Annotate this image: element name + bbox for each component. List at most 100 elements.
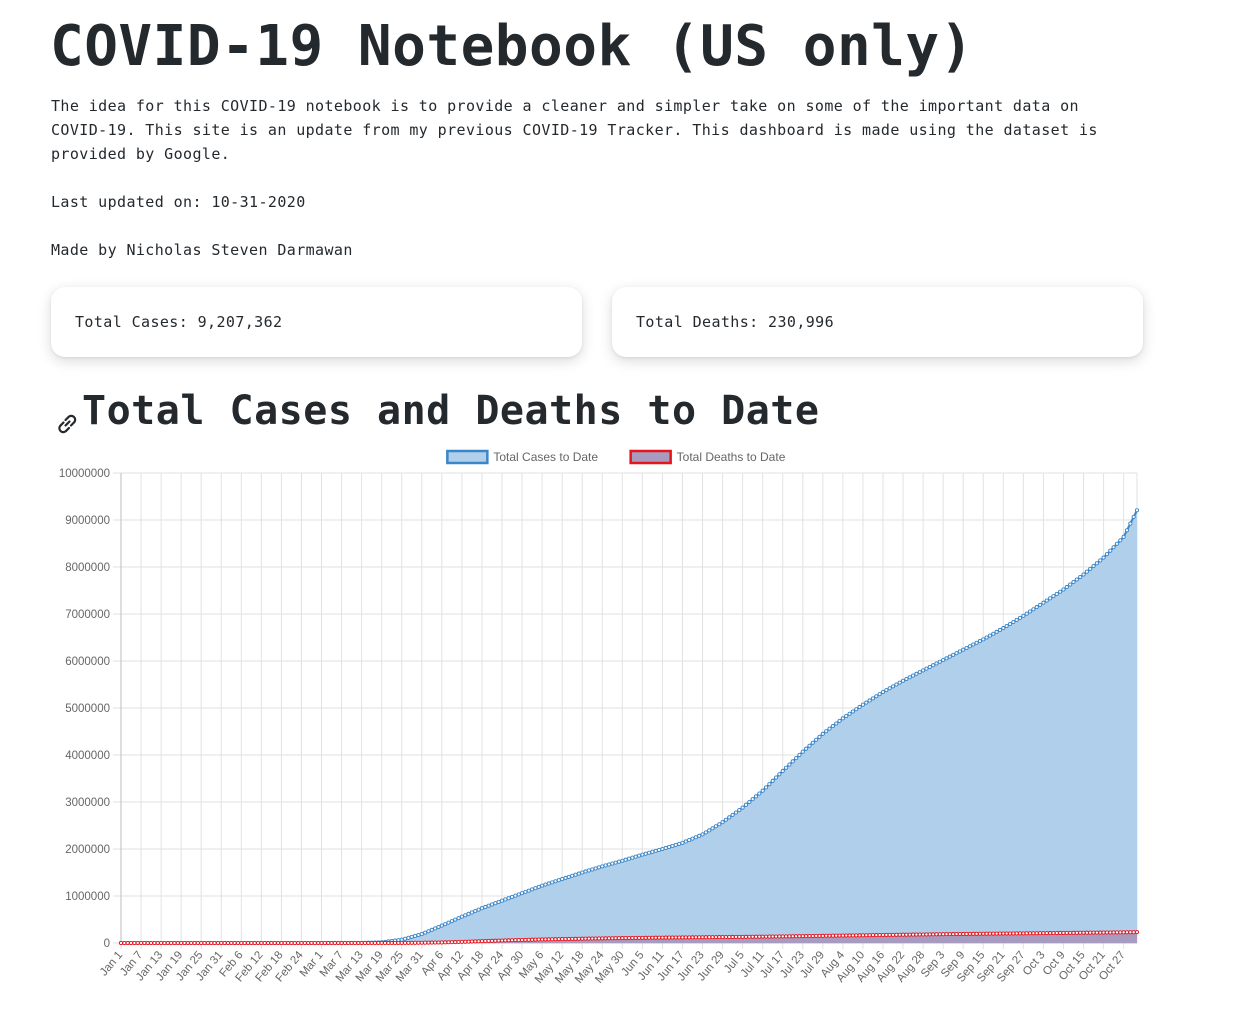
deaths-point <box>951 932 956 937</box>
chart-svg: 0 1000000 2000000 3000000 4000000 5000000 6000… <box>59 449 1140 986</box>
cases-point <box>489 902 495 907</box>
deaths-point <box>199 940 204 946</box>
deaths-point <box>997 931 1003 936</box>
deaths-point <box>687 935 692 940</box>
cases-point <box>867 698 872 703</box>
cases-point <box>647 850 652 855</box>
deaths-point <box>834 933 839 938</box>
deaths-point <box>1041 931 1046 936</box>
cases-point <box>626 856 632 861</box>
deaths-point <box>486 938 491 944</box>
cases-point <box>967 644 972 649</box>
deaths-point <box>977 931 982 936</box>
cases-point <box>683 839 688 844</box>
cases-point <box>1131 514 1136 519</box>
cases-point <box>1078 574 1083 580</box>
deaths-point <box>750 934 755 939</box>
cases-point <box>981 637 986 642</box>
cases-point <box>566 874 571 879</box>
cases-point <box>610 861 615 866</box>
page-title: COVID-19 Notebook (US only) <box>50 14 974 79</box>
deaths-point <box>820 933 825 938</box>
cases-point <box>770 778 775 783</box>
cases-point <box>623 857 628 862</box>
deaths-point <box>533 937 538 942</box>
deaths-point <box>921 932 926 937</box>
deaths-point <box>870 933 876 938</box>
deaths-point <box>439 940 444 945</box>
cases-point <box>723 817 728 822</box>
deaths-point <box>369 940 374 946</box>
deaths-point <box>944 932 949 937</box>
cases-point <box>864 700 869 705</box>
deaths-point <box>235 940 241 946</box>
deaths-point <box>987 931 993 936</box>
cases-point <box>1114 541 1119 546</box>
deaths-point <box>219 940 224 946</box>
deaths-point <box>272 940 277 946</box>
deaths-point <box>1131 930 1136 935</box>
deaths-point <box>265 940 271 946</box>
deaths-point <box>406 940 411 945</box>
deaths-point <box>850 933 855 938</box>
link-icon[interactable] <box>52 403 82 434</box>
cases-point <box>603 863 608 868</box>
y-tick-label: 0 <box>104 938 110 950</box>
cases-point <box>693 835 698 840</box>
deaths-point <box>864 933 869 938</box>
cases-point <box>616 859 622 864</box>
cases-point <box>911 673 916 678</box>
deaths-point <box>1064 930 1069 935</box>
deaths-point <box>506 938 511 943</box>
deaths-point <box>894 932 899 937</box>
cases-point <box>533 886 538 891</box>
deaths-point <box>433 940 438 945</box>
deaths-point <box>924 932 929 937</box>
deaths-point <box>720 935 725 940</box>
deaths-point <box>857 933 862 938</box>
deaths-point <box>797 934 802 939</box>
deaths-point <box>316 940 321 946</box>
cases-point <box>409 934 414 939</box>
deaths-point <box>657 935 662 940</box>
deaths-point <box>382 940 388 946</box>
y-tick-label: 9000000 <box>65 515 110 527</box>
deaths-point <box>810 933 815 939</box>
deaths-point <box>262 940 267 946</box>
deaths-point <box>1058 930 1063 936</box>
deaths-point <box>941 932 946 937</box>
deaths-point <box>590 936 595 941</box>
deaths-point <box>169 940 174 946</box>
deaths-point <box>142 940 147 946</box>
cases-point <box>847 711 852 716</box>
deaths-point <box>556 937 561 942</box>
deaths-point <box>269 940 274 946</box>
deaths-point <box>118 940 124 946</box>
deaths-point <box>469 939 474 944</box>
deaths-point <box>673 935 678 940</box>
deaths-point <box>1014 931 1019 936</box>
deaths-point <box>132 940 137 946</box>
deaths-point <box>643 935 648 940</box>
deaths-point <box>583 936 588 941</box>
deaths-point <box>763 934 769 939</box>
cases-point <box>817 734 822 739</box>
deaths-point <box>162 940 167 946</box>
cases-point <box>660 846 665 852</box>
deaths-area <box>121 932 1137 943</box>
cases-point <box>606 862 612 867</box>
deaths-point <box>1094 930 1099 935</box>
deaths-point <box>346 940 351 946</box>
cases-point <box>921 668 926 673</box>
deaths-point <box>670 935 675 940</box>
deaths-point <box>1104 930 1109 935</box>
cases-point <box>630 855 635 860</box>
cases-point <box>991 631 996 636</box>
deaths-point <box>640 935 645 940</box>
cases-point <box>1101 555 1106 560</box>
cases-point <box>1021 613 1026 618</box>
cases-point <box>426 929 431 934</box>
cases-point <box>763 785 769 790</box>
deaths-point <box>1004 931 1009 936</box>
cases-point <box>820 731 825 736</box>
